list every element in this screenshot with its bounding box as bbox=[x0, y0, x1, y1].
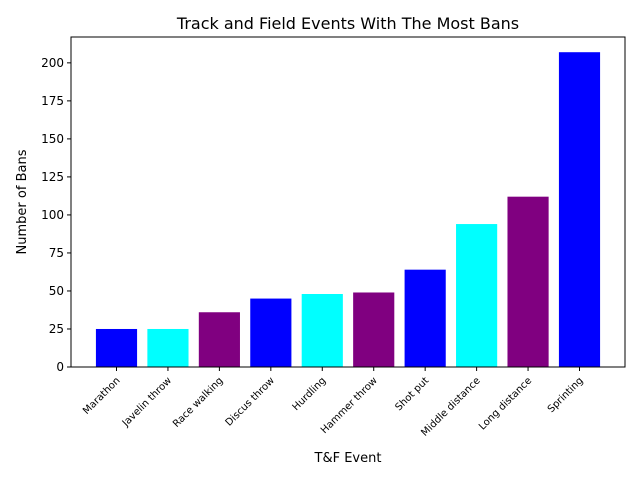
bar-shot-put bbox=[404, 269, 446, 367]
y-axis-ticks: 0 25 50 75 100 125 150 175 200 bbox=[41, 56, 71, 374]
bar-hammer-throw bbox=[353, 292, 395, 367]
y-tick-label: 50 bbox=[49, 284, 64, 298]
chart-title: Track and Field Events With The Most Ban… bbox=[176, 14, 519, 33]
bar-marathon bbox=[95, 328, 138, 367]
y-tick-label: 175 bbox=[41, 94, 64, 108]
y-tick-label: 0 bbox=[56, 360, 64, 374]
plot-frame bbox=[70, 36, 626, 368]
y-tick-label: 75 bbox=[49, 246, 64, 260]
y-tick-label: 200 bbox=[41, 56, 64, 70]
y-tick-label: 100 bbox=[41, 208, 64, 222]
bar-sprinting bbox=[558, 52, 601, 368]
bar-middle-distance bbox=[456, 224, 498, 367]
x-axis-label: T&F Event bbox=[314, 451, 382, 466]
y-axis-label: Number of Bans bbox=[15, 149, 30, 254]
y-tick-label: 125 bbox=[41, 170, 64, 184]
bars-group bbox=[95, 52, 601, 368]
bar-hurdling bbox=[301, 294, 343, 367]
bar-javelin-throw bbox=[147, 328, 189, 367]
y-tick-label: 25 bbox=[49, 322, 64, 336]
bar-long-distance bbox=[507, 196, 549, 367]
y-tick-label: 150 bbox=[41, 132, 64, 146]
bar-race-walking bbox=[198, 312, 240, 367]
bar-discus-throw bbox=[250, 298, 292, 367]
